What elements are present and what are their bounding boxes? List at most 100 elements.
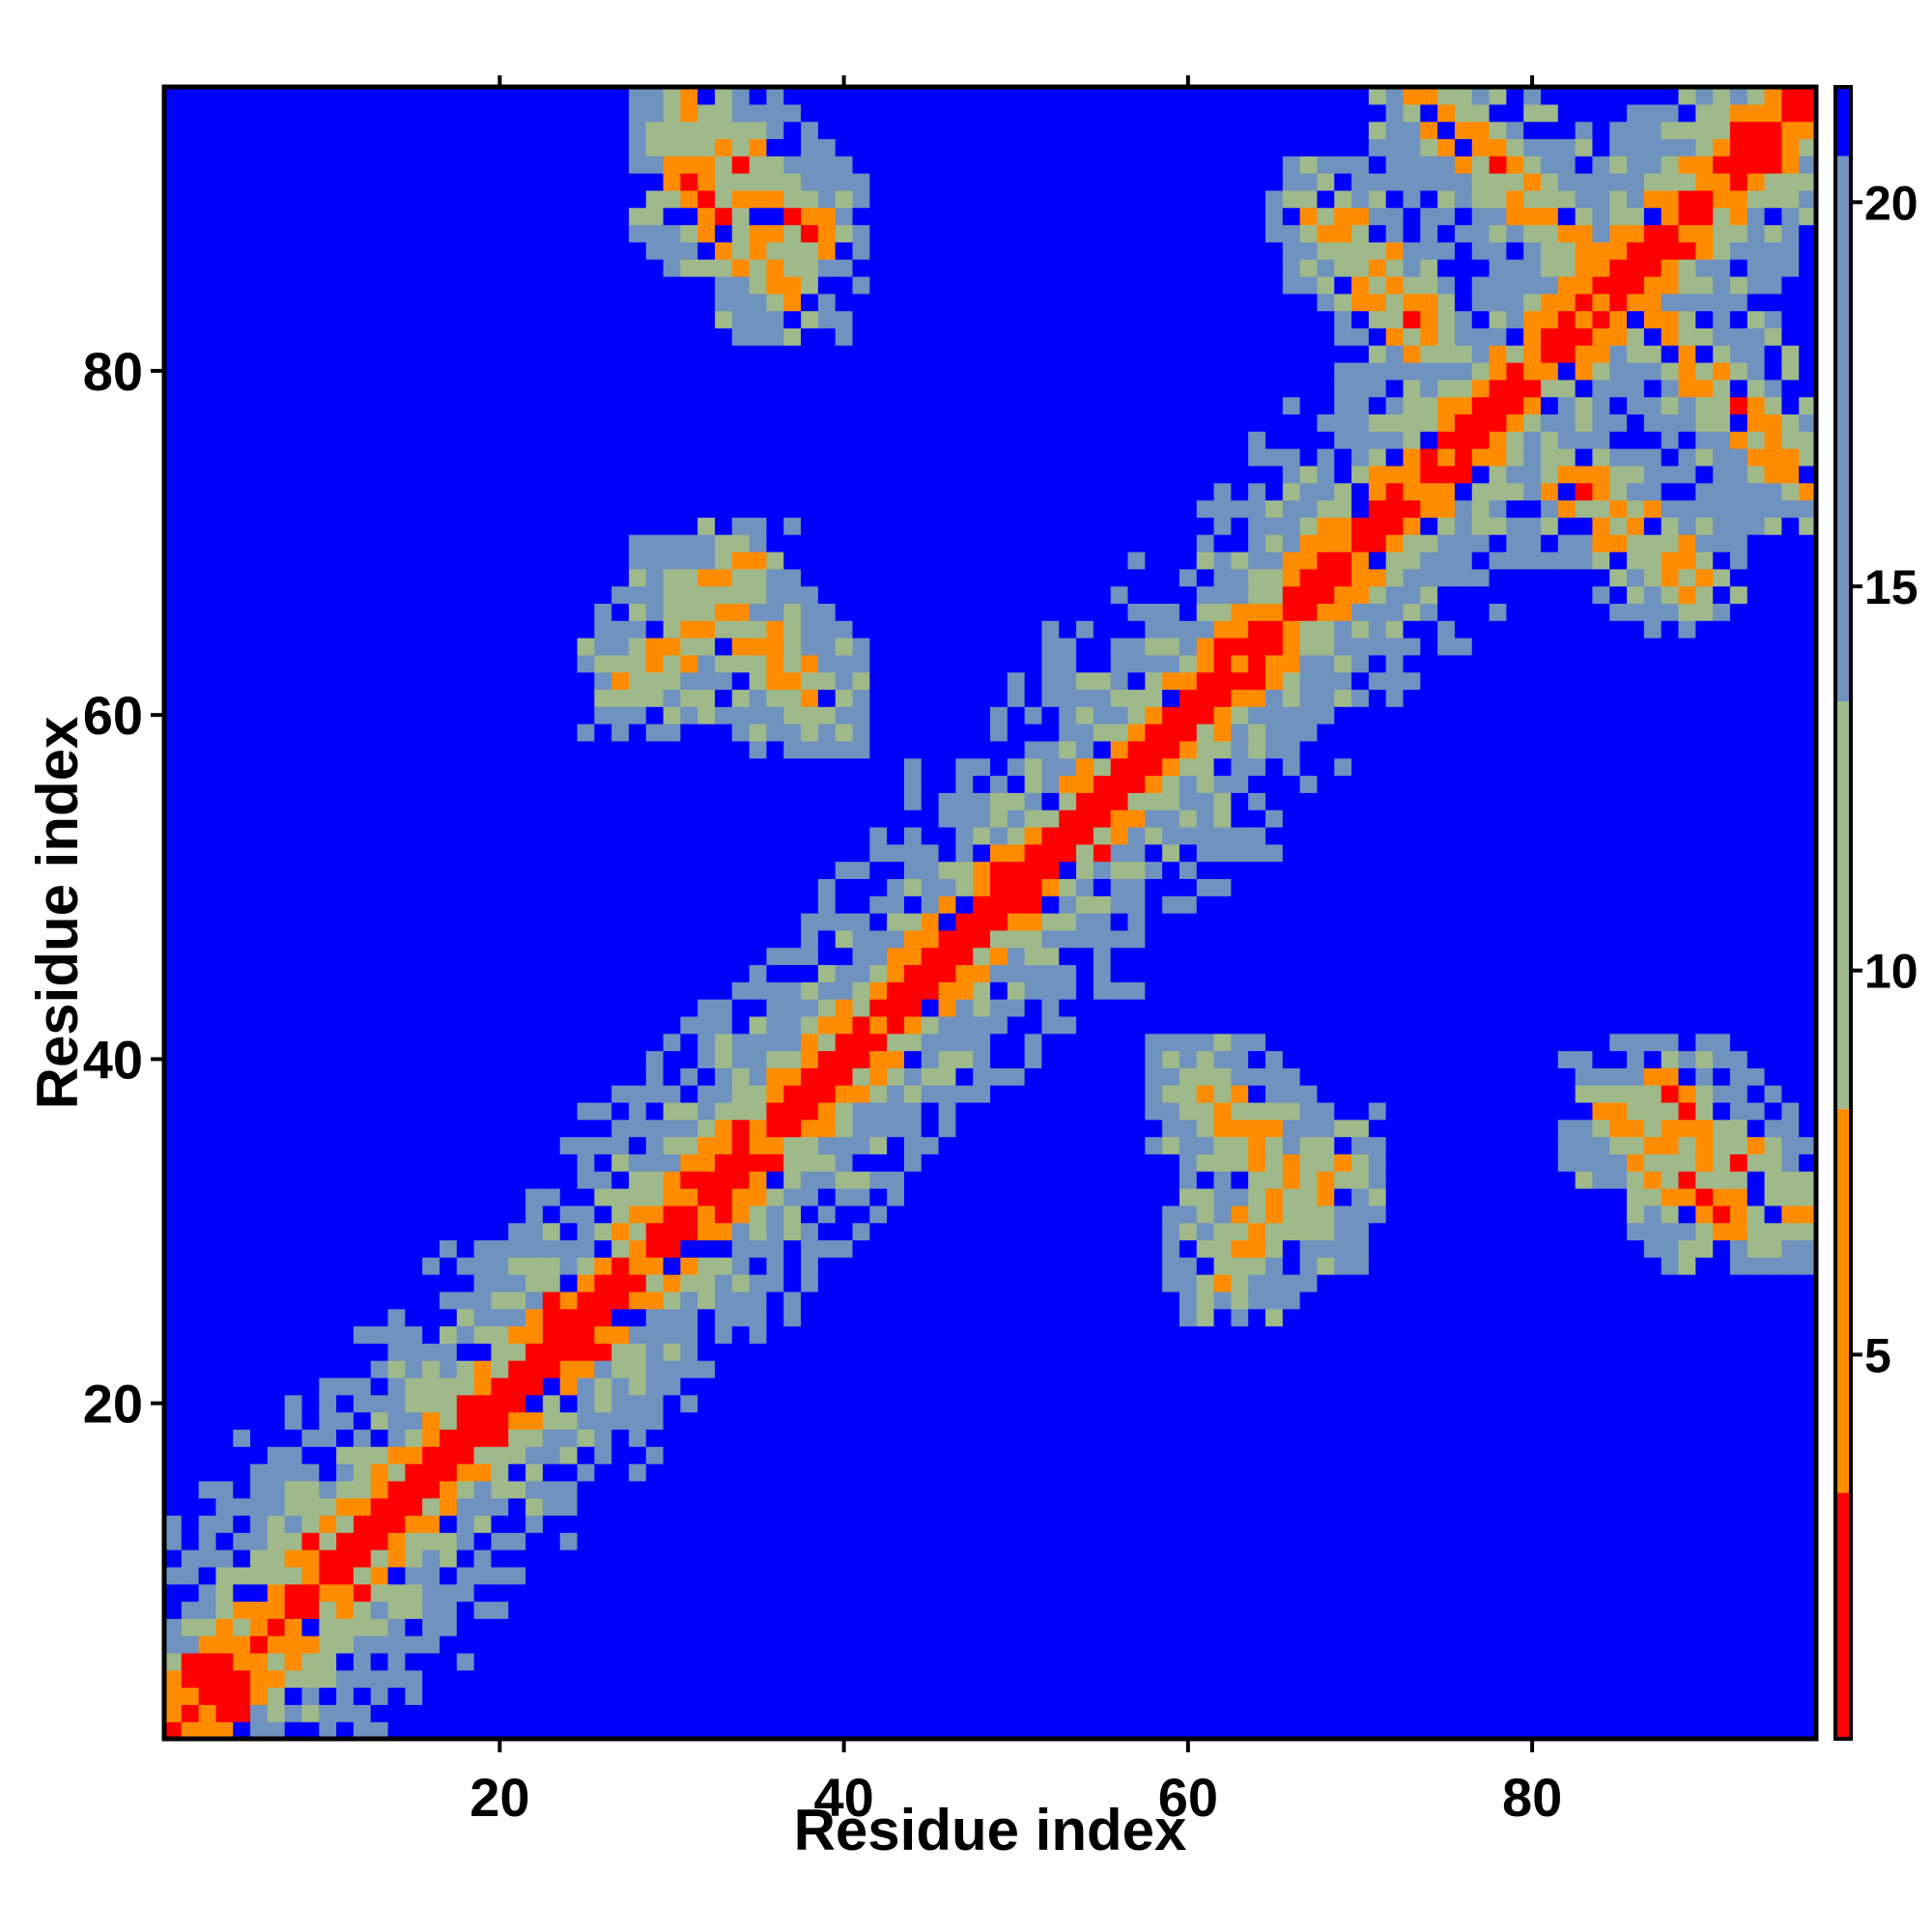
heatmap-cell: [198, 242, 217, 260]
heatmap-cell: [405, 293, 423, 312]
heatmap-cell: [267, 413, 286, 432]
heatmap-cell: [198, 724, 217, 742]
heatmap-cell: [715, 103, 733, 123]
heatmap-cell: [835, 1566, 854, 1585]
heatmap-cell: [267, 1050, 286, 1068]
heatmap-cell: [559, 551, 579, 570]
heatmap-cell: [336, 964, 355, 982]
heatmap-cell: [233, 999, 251, 1017]
heatmap-cell: [267, 1085, 286, 1103]
heatmap-cell: [817, 603, 837, 621]
heatmap-cell: [611, 1601, 630, 1619]
heatmap-cell: [577, 103, 595, 123]
heatmap-cell: [680, 1549, 698, 1568]
heatmap-cell: [164, 362, 183, 381]
heatmap-cell: [370, 929, 389, 949]
heatmap-cell: [990, 1274, 1009, 1293]
heatmap-cell: [215, 1239, 234, 1258]
heatmap-cell: [680, 517, 698, 535]
heatmap-cell: [440, 275, 458, 295]
heatmap-cell: [611, 947, 630, 966]
heatmap-cell: [594, 189, 612, 209]
heatmap-cell: [921, 1085, 940, 1103]
heatmap-cell: [508, 413, 526, 432]
heatmap-cell: [697, 1377, 716, 1396]
heatmap-cell: [990, 620, 1009, 639]
heatmap-cell: [526, 878, 544, 896]
heatmap-cell: [473, 964, 493, 982]
heatmap-cell: [731, 792, 751, 810]
heatmap-cell: [473, 775, 493, 793]
heatmap-cell: [526, 1153, 544, 1172]
heatmap-cell: [801, 465, 819, 484]
heatmap-cell: [869, 740, 888, 759]
heatmap-cell: [903, 156, 923, 174]
heatmap-cell: [405, 826, 423, 845]
heatmap-cell: [1007, 1704, 1026, 1722]
heatmap-cell: [422, 1704, 440, 1722]
heatmap-cell: [663, 981, 681, 1000]
heatmap-cell: [284, 448, 303, 467]
heatmap-cell: [801, 1446, 819, 1464]
heatmap-cell: [542, 568, 561, 587]
heatmap-cell: [766, 1635, 784, 1654]
heatmap-cell: [697, 379, 716, 398]
heatmap-cell: [387, 242, 406, 260]
heatmap-cell: [387, 689, 406, 707]
heatmap-cell: [353, 156, 372, 174]
heatmap-cell: [250, 242, 269, 260]
heatmap-cell: [1024, 413, 1043, 432]
heatmap-cell: [628, 1463, 647, 1482]
heatmap-cell: [215, 103, 234, 123]
heatmap-cell: [508, 895, 526, 914]
heatmap-cell: [559, 913, 579, 931]
heatmap-cell: [611, 1015, 630, 1035]
heatmap-cell: [801, 156, 819, 174]
heatmap-cell: [164, 1222, 183, 1241]
heatmap-cell: [526, 1583, 544, 1603]
heatmap-cell: [440, 1291, 458, 1310]
heatmap-cell: [577, 757, 595, 777]
heatmap-cell: [198, 362, 217, 381]
heatmap-cell: [559, 1119, 579, 1138]
heatmap-cell: [594, 620, 612, 639]
heatmap-cell: [577, 534, 595, 553]
heatmap-cell: [990, 1325, 1009, 1344]
heatmap-cell: [491, 327, 509, 346]
heatmap-cell: [835, 448, 854, 467]
heatmap-cell: [731, 121, 751, 140]
heatmap-cell: [887, 189, 905, 209]
heatmap-cell: [336, 173, 355, 191]
heatmap-cell: [697, 482, 716, 501]
heatmap-cell: [1041, 448, 1060, 467]
heatmap-cell: [715, 1549, 733, 1568]
heatmap-cell: [542, 396, 561, 415]
heatmap-cell: [301, 1394, 320, 1413]
heatmap-cell: [559, 362, 579, 381]
heatmap-cell: [783, 757, 802, 777]
heatmap-cell: [887, 1325, 905, 1344]
heatmap-cell: [990, 1583, 1009, 1603]
heatmap-cell: [215, 534, 234, 553]
heatmap-cell: [731, 1136, 751, 1154]
heatmap-cell: [938, 1033, 956, 1052]
heatmap-cell: [215, 1085, 234, 1103]
heatmap-cell: [801, 1669, 819, 1689]
heatmap-cell: [628, 1050, 647, 1068]
heatmap-cell: [1007, 1015, 1026, 1035]
heatmap-cell: [835, 1515, 854, 1533]
heatmap-cell: [215, 999, 234, 1017]
heatmap-cell: [301, 810, 320, 828]
heatmap-cell: [405, 1411, 423, 1430]
heatmap-cell: [233, 1618, 251, 1636]
heatmap-cell: [577, 1669, 595, 1689]
heatmap-cell: [869, 1308, 888, 1327]
heatmap-cell: [577, 1497, 595, 1517]
heatmap-cell: [164, 568, 183, 587]
heatmap-cell: [508, 1601, 526, 1619]
heatmap-cell: [473, 1566, 493, 1585]
heatmap-cell: [1007, 878, 1026, 896]
heatmap-cell: [508, 1343, 526, 1361]
heatmap-cell: [526, 138, 544, 156]
heatmap-cell: [869, 379, 888, 398]
